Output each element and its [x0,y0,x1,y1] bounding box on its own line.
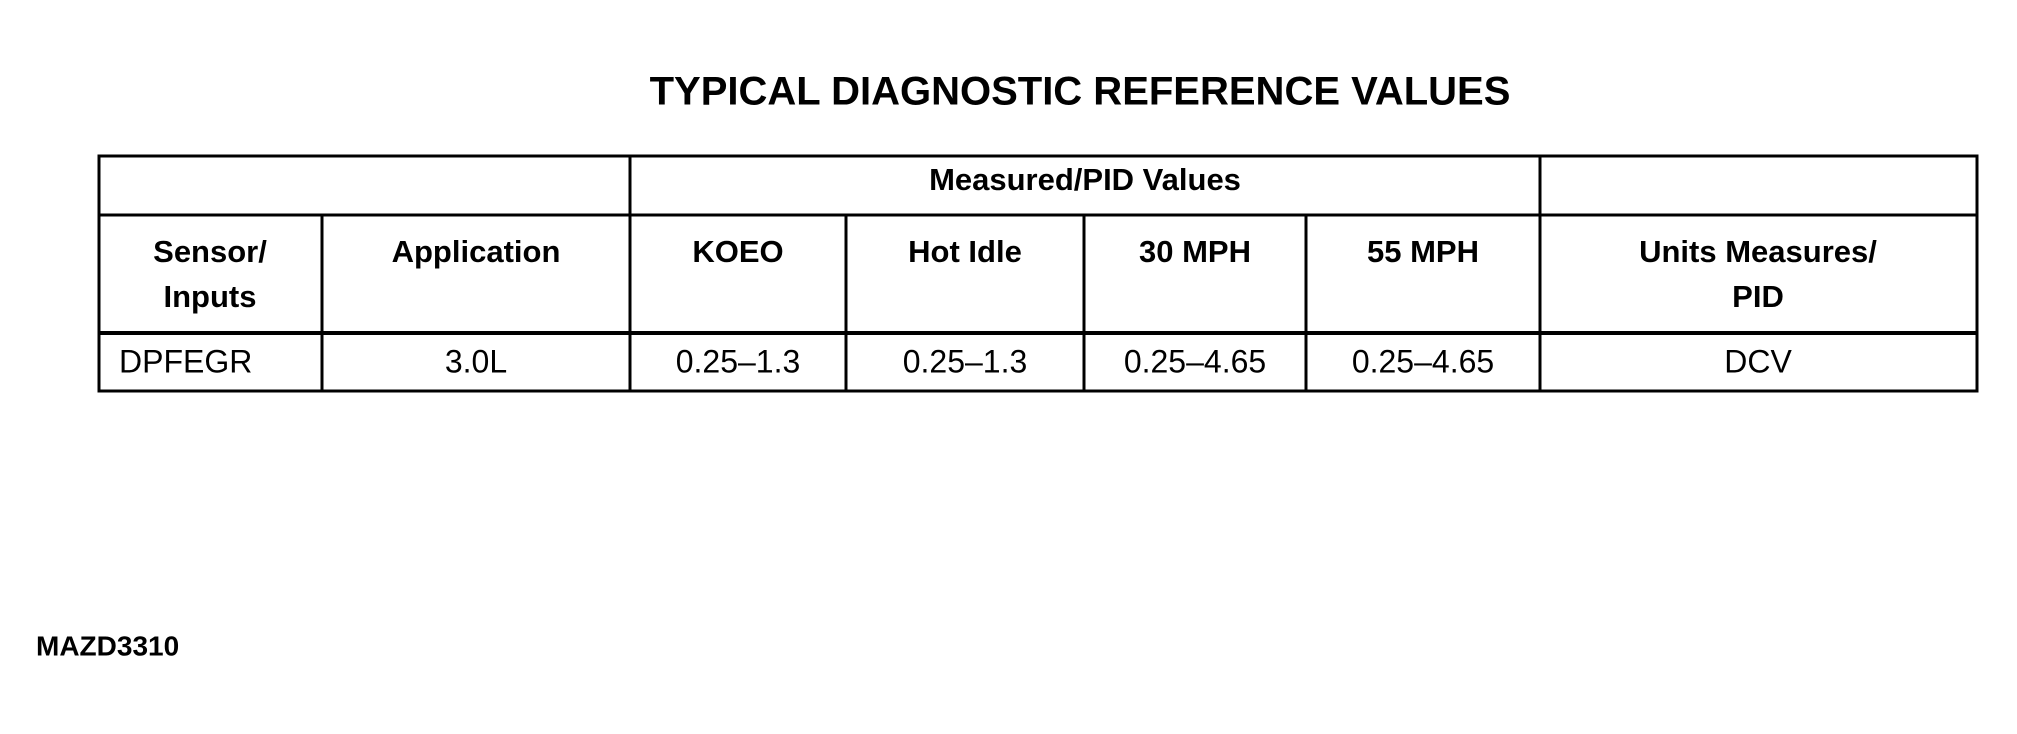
table-cell: 0.25–1.3 [676,343,801,379]
column-header: Units Measures/ [1639,234,1877,269]
column-header: PID [1732,279,1784,314]
column-header: Sensor/ [153,234,267,269]
table-cell: 3.0L [445,343,507,379]
column-header: Application [392,234,561,269]
column-header: 30 MPH [1139,234,1251,269]
column-header: KOEO [692,234,783,269]
column-header: Inputs [164,279,257,314]
table-cell: 0.25–4.65 [1352,343,1494,379]
column-header: Hot Idle [908,234,1022,269]
group-header: Measured/PID Values [929,162,1241,197]
table-cell: 0.25–1.3 [903,343,1028,379]
table-cell: DPFEGR [119,343,252,379]
column-header: 55 MPH [1367,234,1479,269]
table-cell: 0.25–4.65 [1124,343,1266,379]
figure-code: MAZD3310 [36,630,179,661]
title: TYPICAL DIAGNOSTIC REFERENCE VALUES [650,70,1511,114]
table-cell: DCV [1724,343,1792,379]
table-grid [97,154,1979,393]
